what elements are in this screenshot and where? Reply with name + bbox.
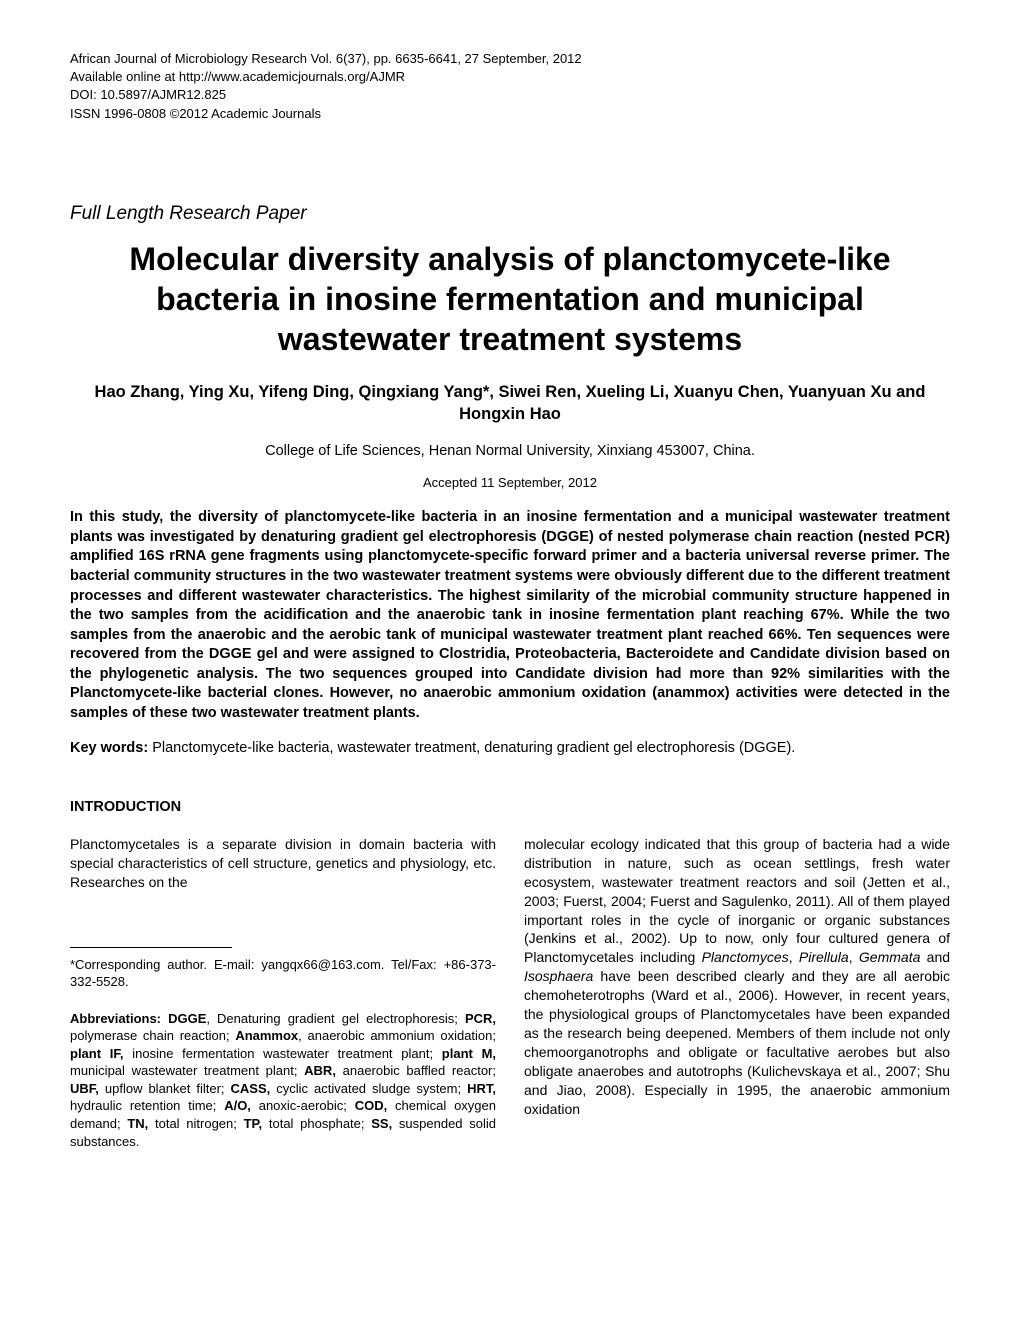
abbreviations-block: Abbreviations: DGGE, Denaturing gradient… <box>70 1010 496 1150</box>
accepted-date: Accepted 11 September, 2012 <box>70 475 950 490</box>
abbrev-def: anaerobic baffled reactor; <box>336 1063 496 1078</box>
abbrev-def: inosine fermentation wastewater treatmen… <box>124 1046 442 1061</box>
abbrev-term: SS, <box>371 1116 392 1131</box>
abbrev-def: , anaerobic ammonium oxidation; <box>298 1028 496 1043</box>
abbrev-def: total nitrogen; <box>148 1116 243 1131</box>
section-heading-introduction: INTRODUCTION <box>70 799 950 815</box>
right-column: molecular ecology indicated that this gr… <box>524 835 950 1150</box>
abbrev-term: plant IF, <box>70 1046 124 1061</box>
keywords-label: Key words: <box>70 740 148 756</box>
left-column: Planctomycetales is a separate division … <box>70 835 496 1150</box>
abbrev-def: upflow blanket filter; <box>99 1081 231 1096</box>
abbrev-term: plant M, <box>442 1046 496 1061</box>
abbrev-term: TP, <box>244 1116 263 1131</box>
paper-type-label: Full Length Research Paper <box>70 203 950 225</box>
genus-4: Isosphaera <box>524 968 593 984</box>
keywords: Key words: Planctomycete-like bacteria, … <box>70 739 950 759</box>
abbrev-def: , Denaturing gradient gel electrophoresi… <box>206 1011 465 1026</box>
header-line-2: Available online at http://www.academicj… <box>70 69 405 84</box>
keywords-text: Planctomycete-like bacteria, wastewater … <box>148 740 795 756</box>
abbrev-term: ABR, <box>304 1063 336 1078</box>
authors-list: Hao Zhang, Ying Xu, Yifeng Ding, Qingxia… <box>70 381 950 426</box>
abbrev-term: A/O, <box>224 1098 251 1113</box>
corresponding-author: *Corresponding author. E-mail: yangqx66@… <box>70 956 496 991</box>
abbreviations-label: Abbreviations: <box>70 1011 168 1026</box>
intro-right-part1: molecular ecology indicated that this gr… <box>524 836 950 965</box>
paper-title: Molecular diversity analysis of planctom… <box>70 239 950 359</box>
intro-right-part2: have been described clearly and they are… <box>524 968 950 1116</box>
abbrev-term: CASS, <box>231 1081 271 1096</box>
abbrev-term: UBF, <box>70 1081 99 1096</box>
abstract-text: In this study, the diversity of planctom… <box>70 508 950 723</box>
abbrev-def: municipal wastewater treatment plant; <box>70 1063 304 1078</box>
abbrev-term: HRT, <box>467 1081 496 1096</box>
journal-header: African Journal of Microbiology Research… <box>70 50 950 123</box>
affiliation: College of Life Sciences, Henan Normal U… <box>70 443 950 459</box>
abbrev-term: COD, <box>355 1098 388 1113</box>
abbrev-def: cyclic activated sludge system; <box>270 1081 467 1096</box>
abbrev-term: TN, <box>127 1116 148 1131</box>
abbrev-def: polymerase chain reaction; <box>70 1028 235 1043</box>
abbrev-def: hydraulic retention time; <box>70 1098 224 1113</box>
abbrev-def: anoxic-aerobic; <box>251 1098 355 1113</box>
header-line-4: ISSN 1996-0808 ©2012 Academic Journals <box>70 106 321 121</box>
footnote-separator <box>70 947 232 948</box>
genus-3: Gemmata <box>859 949 920 965</box>
genus-1: Planctomyces <box>702 949 789 965</box>
abbrev-term: Anammox <box>235 1028 298 1043</box>
header-line-1: African Journal of Microbiology Research… <box>70 51 582 66</box>
body-columns: Planctomycetales is a separate division … <box>70 835 950 1150</box>
abbrev-def: total phosphate; <box>262 1116 371 1131</box>
abbrev-term: PCR, <box>465 1011 496 1026</box>
header-line-3: DOI: 10.5897/AJMR12.825 <box>70 87 226 102</box>
genus-2: Pirellula <box>799 949 849 965</box>
abbrev-term: DGGE <box>168 1011 206 1026</box>
intro-left-paragraph: Planctomycetales is a separate division … <box>70 835 496 892</box>
